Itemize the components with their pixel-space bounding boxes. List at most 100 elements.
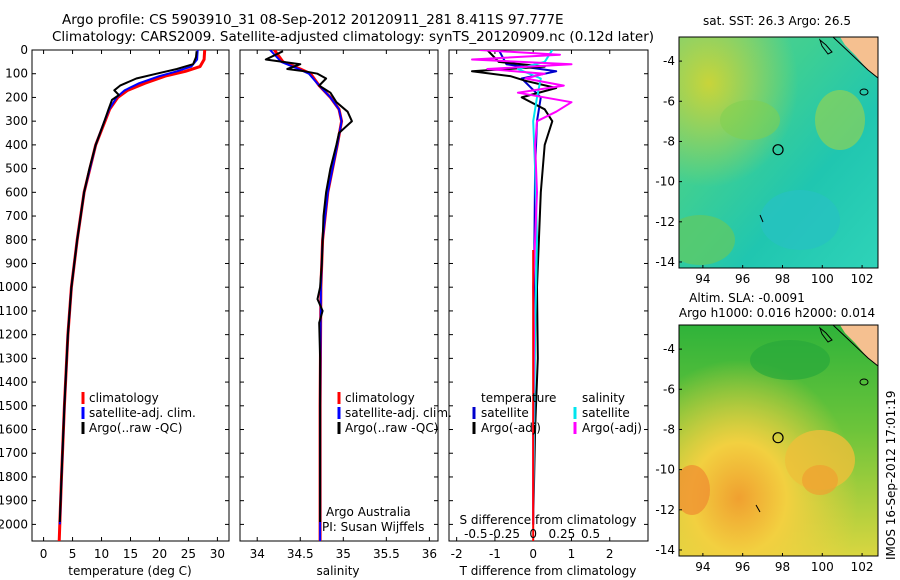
temperature-xlabel: temperature (deg C) — [68, 564, 191, 578]
x-tick-label: -2 — [451, 547, 463, 561]
legend-header-temperature: temperature — [481, 391, 556, 405]
map-x-tick-label: 98 — [775, 272, 790, 286]
x-tick-label: 0 — [40, 547, 48, 561]
difference-xlabel: T difference from climatology — [459, 564, 637, 578]
depth-tick-label: 600 — [5, 185, 28, 199]
map-x-tick-label: 100 — [811, 560, 834, 574]
top-tick-label: 0.25 — [549, 527, 576, 541]
depth-tick-label: 300 — [5, 114, 28, 128]
sla-profile-marker — [772, 432, 784, 444]
depth-tick-label: 800 — [5, 233, 28, 247]
difference-xlabel-top: S difference from climatology — [460, 513, 637, 527]
temperature-legend: climatology satellite-adj. clim. Argo(..… — [81, 391, 196, 435]
plot-title-line2: Climatology: CARS2009. Satellite-adjuste… — [52, 29, 655, 45]
x-tick-label: 34 — [250, 547, 265, 561]
map-y-tick-label: -4 — [663, 54, 675, 68]
sst-map-field — [679, 37, 878, 268]
map-y-tick-label: -14 — [655, 543, 675, 557]
imos-timestamp: IMOS 16-Sep-2012 17:01:19 — [884, 390, 898, 560]
x-tick-label: 15 — [123, 547, 138, 561]
x-tick-label: 5 — [69, 547, 77, 561]
depth-tick-label: 1700 — [0, 446, 28, 460]
map-x-tick-label: 102 — [851, 272, 874, 286]
x-tick-label: 35 — [336, 547, 351, 561]
sst-profile-marker — [772, 144, 784, 156]
legend-label: Argo(-adj) — [481, 421, 541, 435]
depth-tick-label: 1800 — [0, 470, 28, 484]
map-x-tick-label: 96 — [735, 272, 750, 286]
map-y-tick-label: -12 — [655, 503, 675, 517]
map-y-tick-label: -8 — [663, 134, 675, 148]
series-argo-raw-qc- — [264, 50, 353, 522]
top-tick-label: -0.25 — [489, 527, 520, 541]
salinity-x-ticks: 34 34.5 35 35.5 36 — [250, 50, 437, 561]
x-tick-label: 2 — [606, 547, 614, 561]
salinity-xlabel: salinity — [316, 564, 359, 578]
depth-axis: 0 100 200 300 400 500 600 700 800 900 1000 1100 1200… — [0, 43, 648, 531]
series-satellite-adj-clim- — [269, 50, 343, 541]
x-tick-label: 20 — [152, 547, 167, 561]
top-tick-label: -0.5 — [464, 527, 487, 541]
map-y-tick-label: -8 — [663, 422, 675, 436]
map-y-tick-label: -12 — [655, 215, 675, 229]
depth-tick-label: 1300 — [0, 351, 28, 365]
map-x-tick-label: 94 — [695, 272, 710, 286]
top-tick-label: 0.5 — [581, 527, 600, 541]
x-tick-label: 30 — [210, 547, 225, 561]
legend-label: satellite-adj. clim. — [89, 406, 196, 420]
sla-map-ticks: 94 96 98 100 102 -4 -6 -8 -10 -12 -14 — [655, 342, 873, 574]
sla-map-title-line2: Argo h1000: 0.016 h2000: 0.014 — [679, 306, 875, 320]
map-y-tick-label: -6 — [663, 382, 675, 396]
depth-tick-label: 1900 — [0, 494, 28, 508]
depth-tick-label: 1100 — [0, 304, 28, 318]
map-y-tick-label: -14 — [655, 255, 675, 269]
salinity-series — [264, 50, 353, 541]
annotation-pi: PI: Susan Wijffels — [322, 520, 424, 534]
depth-tick-label: 100 — [5, 67, 28, 81]
depth-tick-label: 400 — [5, 138, 28, 152]
sst-map-ticks: 94 96 98 100 102 -4 -6 -8 -10 -12 -14 — [655, 54, 873, 286]
temperature-series — [57, 50, 207, 541]
depth-tick-label: 200 — [5, 90, 28, 104]
legend-label: satellite — [582, 406, 630, 420]
depth-tick-label: 1200 — [0, 328, 28, 342]
salinity-legend: climatology satellite-adj. clim. Argo(..… — [322, 391, 452, 534]
depth-tick-label: 1400 — [0, 375, 28, 389]
map-y-tick-label: -10 — [655, 175, 675, 189]
x-tick-label: -1 — [489, 547, 501, 561]
legend-label: Argo(..raw -QC) — [345, 421, 438, 435]
map-y-tick-label: -10 — [655, 463, 675, 477]
depth-tick-label: 500 — [5, 162, 28, 176]
x-tick-label: 0 — [529, 547, 537, 561]
map-x-tick-label: 100 — [811, 272, 834, 286]
depth-tick-label: 900 — [5, 256, 28, 270]
legend-label: satellite-adj. clim. — [345, 406, 452, 420]
map-y-tick-label: -6 — [663, 94, 675, 108]
series-climatology — [57, 50, 207, 541]
map-x-tick-label: 94 — [695, 560, 710, 574]
legend-label: satellite — [481, 406, 529, 420]
depth-tick-label: 1000 — [0, 280, 28, 294]
x-tick-label: 10 — [94, 547, 109, 561]
x-tick-label: 1 — [568, 547, 576, 561]
depth-tick-label: 1500 — [0, 399, 28, 413]
series-climatology — [273, 50, 344, 541]
difference-series — [471, 50, 573, 525]
difference-top-ticks: -0.5 -0.25 0 0.25 0.5 — [464, 527, 600, 541]
x-tick-label: 34.5 — [287, 547, 314, 561]
difference-legend: temperature salinity satellite Argo(-adj… — [472, 391, 642, 435]
map-x-tick-label: 98 — [775, 560, 790, 574]
x-tick-label: 36 — [422, 547, 437, 561]
sst-map-frame — [678, 36, 879, 269]
salinity-axes — [239, 49, 439, 542]
sla-map-title-line1: Altim. SLA: -0.0091 — [689, 291, 805, 305]
legend-label: climatology — [345, 391, 415, 405]
difference-axes — [448, 49, 649, 542]
x-tick-label: 35.5 — [373, 547, 400, 561]
annotation-institution: Argo Australia — [326, 505, 411, 519]
depth-tick-label: 2000 — [0, 517, 28, 531]
series-argo-raw-qc- — [58, 51, 198, 523]
legend-label: climatology — [89, 391, 159, 405]
plot-title-line1: Argo profile: CS 5903910_31 08-Sep-2012 … — [62, 12, 564, 28]
